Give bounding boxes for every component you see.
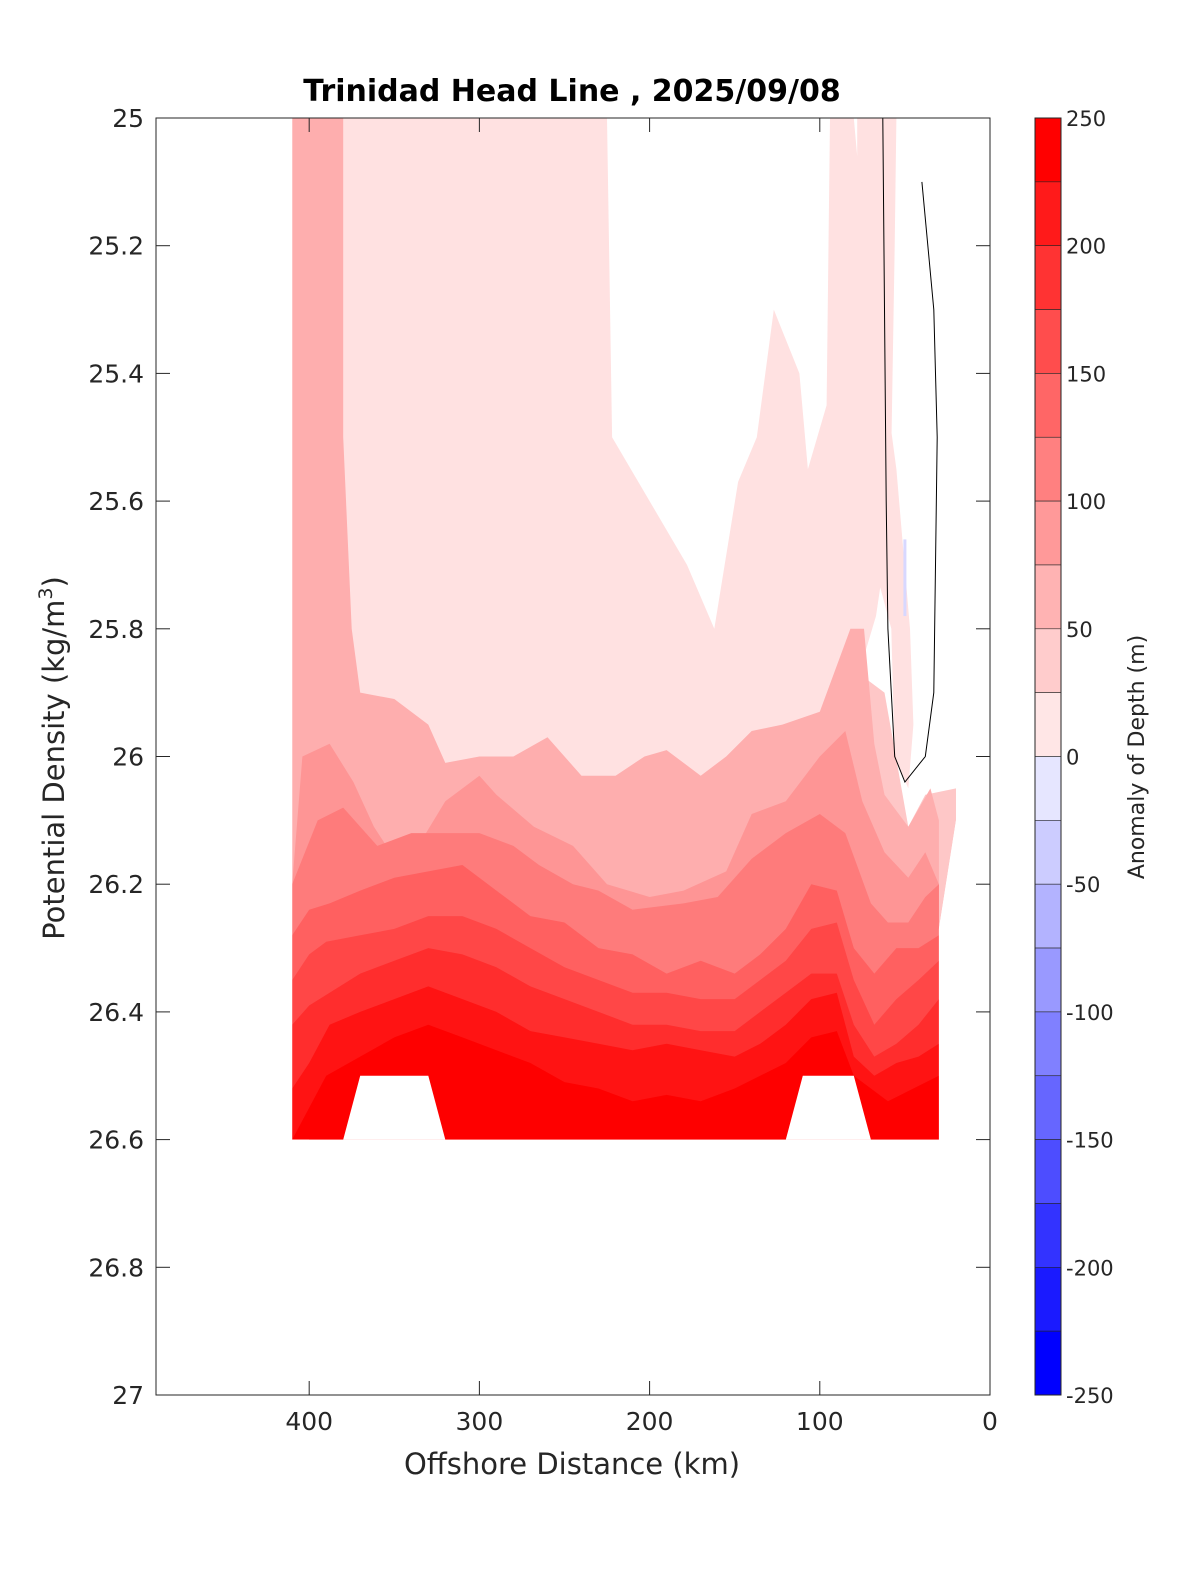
colorbar-segment: [1034, 245, 1062, 310]
colorbar-segment: [1034, 628, 1062, 693]
y-tick-label: 26.2: [88, 870, 144, 899]
colorbar-segment: [1034, 947, 1062, 1013]
colorbar-segment: [1034, 1011, 1062, 1077]
colorbar-segment: [1034, 692, 1062, 757]
y-tick-label: 25.8: [88, 615, 144, 644]
colorbar-segment: [1034, 820, 1062, 885]
colorbar-segments: [1034, 117, 1062, 1396]
contour-layer: [292, 118, 956, 1140]
colorbar: 250 200 150 100 50 0 -50 -100 -150 -200 -250 Anoma…: [1034, 107, 1150, 1408]
y-tick-label: 26.4: [88, 998, 144, 1027]
colorbar-segment: [1034, 883, 1062, 949]
x-tick-label: 400: [285, 1407, 333, 1436]
y-tick-label: 26.6: [88, 1126, 144, 1155]
y-tick-label: 25.2: [88, 232, 144, 261]
colorbar-tick-label: -200: [1066, 1256, 1114, 1280]
x-tick-label: 300: [456, 1407, 504, 1436]
colorbar-frame: [1034, 117, 1062, 1396]
y-axis-label-main: Potential Density (kg/m: [37, 600, 71, 940]
colorbar-segment: [1034, 181, 1062, 247]
colorbar-segment: [1034, 1330, 1062, 1396]
colorbar-segment: [1034, 500, 1062, 566]
colorbar-segment: [1034, 436, 1062, 502]
colorbar-label: Anomaly of Depth (m): [1125, 635, 1150, 879]
blank-region: [343, 1075, 446, 1140]
blank-region: [156, 118, 310, 1395]
contour-band-250: [292, 1024, 939, 1140]
zero-contour-line: [882, 117, 938, 783]
plot-area: 400 300 200 100 0 25 25.2 25.4 25.6 25.8 26 26.2 26…: [88, 104, 998, 1436]
colorbar-segment: [1034, 756, 1062, 821]
y-tick-label: 26: [112, 743, 144, 772]
colorbar-tick-label: 250: [1066, 107, 1106, 131]
colorbar-segment: [1034, 1267, 1062, 1332]
colorbar-tick-label: -100: [1066, 1001, 1114, 1025]
colorbar-tick-label: 200: [1066, 235, 1106, 259]
colorbar-segment: [1034, 117, 1062, 183]
colorbar-tick-label: 150: [1066, 362, 1106, 386]
x-axis-label: Offshore Distance (km): [404, 1447, 740, 1481]
y-axis-label-superscript: 3: [35, 587, 57, 599]
colorbar-segment: [1034, 1075, 1062, 1140]
colorbar-segment: [1034, 1203, 1062, 1268]
colorbar-tick-label: 50: [1066, 618, 1093, 642]
x-tick-label: 200: [626, 1407, 674, 1436]
y-axis-ticks: 25 25.2 25.4 25.6 25.8 26 26.2 26.4 26.6 26.8 27: [88, 104, 990, 1410]
colorbar-tick-label: 0: [1066, 746, 1079, 770]
y-tick-label: 25.6: [88, 487, 144, 516]
faint-negative-mark: [903, 539, 907, 617]
y-tick-label: 27: [112, 1381, 144, 1410]
colorbar-tick-label: -250: [1066, 1384, 1114, 1408]
blank-region: [292, 756, 990, 1395]
colorbar-tick-label: -50: [1066, 873, 1100, 897]
colorbar-segment: [1034, 373, 1062, 438]
chart-title: Trinidad Head Line , 2025/09/08: [303, 74, 840, 109]
y-axis-label-close: ): [37, 576, 71, 587]
colorbar-segment: [1034, 309, 1062, 374]
colorbar-ticks: 250 200 150 100 50 0 -50 -100 -150 -200 -250: [1066, 107, 1114, 1408]
contour-band-25: [292, 118, 914, 897]
y-tick-label: 26.8: [88, 1253, 144, 1282]
colorbar-segment: [1034, 564, 1062, 630]
colorbar-tick-label: -150: [1066, 1129, 1114, 1153]
y-tick-label: 25.4: [88, 359, 144, 388]
blank-layer: [156, 118, 990, 1395]
x-tick-label: 100: [796, 1407, 844, 1436]
y-axis-label: Potential Density (kg/m3): [35, 576, 71, 940]
x-axis-ticks: 400 300 200 100 0: [285, 118, 998, 1436]
blank-region: [785, 1075, 871, 1140]
x-tick-label: 0: [982, 1407, 998, 1436]
y-tick-label: 25: [112, 104, 144, 133]
colorbar-tick-label: 100: [1066, 490, 1106, 514]
colorbar-segment: [1034, 1139, 1062, 1204]
